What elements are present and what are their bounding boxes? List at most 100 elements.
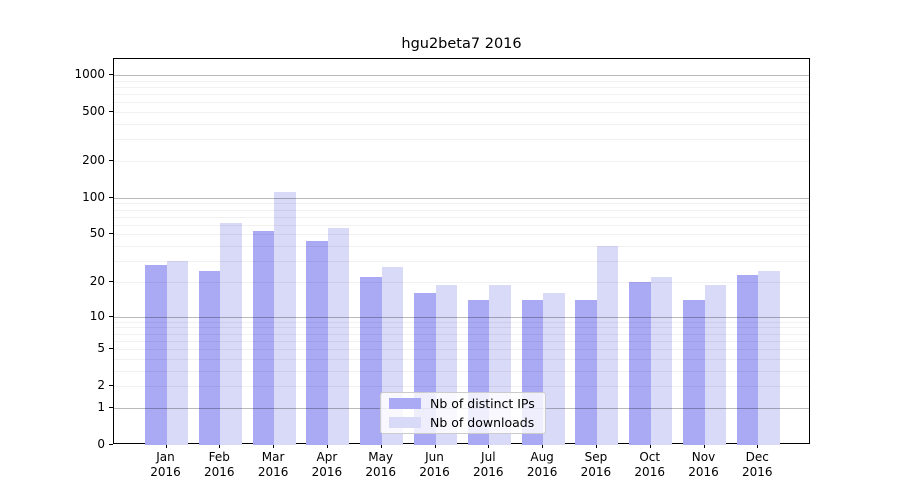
y-tick-label-50: 50 — [89, 226, 105, 241]
gridline-300 — [114, 139, 809, 141]
gridline-7 — [114, 333, 809, 335]
gridline-900 — [114, 80, 809, 82]
y-tick-50 — [109, 233, 113, 235]
bar-distinct-ips-sep — [575, 299, 597, 445]
bar-distinct-ips-jan — [145, 264, 167, 445]
gridline-60 — [114, 224, 809, 226]
gridline-90 — [114, 203, 809, 205]
gridline-100 — [114, 197, 809, 199]
y-tick-100 — [109, 196, 113, 198]
bar-downloads-aug — [543, 293, 565, 445]
bar-downloads-oct — [650, 277, 673, 445]
x-tick-label-aug: Aug 2016 — [526, 450, 558, 479]
y-tick-label-1000: 1000 — [74, 67, 105, 81]
legend-label-downloads: Nb of downloads — [430, 414, 535, 430]
x-tick-jun — [434, 444, 436, 448]
x-tick-nov — [703, 444, 705, 448]
y-tick-1000 — [109, 74, 113, 75]
x-tick-label-feb: Feb 2016 — [204, 450, 235, 479]
x-tick-label-jan: Jan 2016 — [150, 450, 181, 479]
y-tick-label-1: 1 — [97, 399, 105, 414]
y-tick-10 — [109, 315, 113, 317]
x-tick-may — [380, 444, 382, 448]
y-tick-label-0: 0 — [97, 437, 105, 451]
y-tick-1 — [109, 406, 113, 408]
x-tick-sep — [595, 444, 597, 448]
gridline-50 — [114, 234, 809, 236]
gridline-5 — [114, 349, 809, 351]
bar-downloads-dec — [758, 270, 780, 445]
bar-distinct-ips-mar — [252, 231, 275, 445]
bar-downloads-mar — [274, 191, 296, 445]
x-tick-label-may: May 2016 — [365, 450, 396, 479]
x-tick-jan — [165, 444, 167, 448]
x-tick-jul — [488, 444, 490, 448]
gridline-8 — [114, 327, 809, 329]
plot-area — [113, 58, 810, 445]
gridline-700 — [114, 94, 809, 96]
x-tick-label-mar: Mar 2016 — [257, 450, 289, 479]
legend-label-distinct-ips: Nb of distinct IPs — [430, 395, 535, 411]
x-tick-dec — [757, 444, 759, 448]
x-tick-apr — [326, 444, 328, 448]
gridline-800 — [114, 86, 809, 88]
x-tick-label-oct: Oct 2016 — [634, 450, 665, 479]
bar-distinct-ips-oct — [629, 281, 651, 445]
gridline-6 — [114, 340, 809, 342]
x-tick-label-jul: Jul 2016 — [473, 450, 504, 479]
gridline-600 — [114, 102, 809, 104]
x-tick-feb — [219, 444, 221, 448]
y-tick-label-100: 100 — [82, 189, 105, 204]
y-tick-label-5: 5 — [97, 341, 105, 356]
gridline-200 — [114, 160, 809, 162]
y-tick-label-20: 20 — [89, 273, 105, 288]
gridline-20 — [114, 281, 809, 283]
chart-title: hgu2beta7 2016 — [401, 36, 522, 52]
legend: Nb of distinct IPs Nb of downloads — [380, 392, 546, 434]
x-tick-aug — [542, 444, 544, 448]
legend-row-downloads: Nb of downloads — [389, 414, 537, 430]
gridline-2 — [114, 386, 809, 388]
x-tick-label-apr: Apr 2016 — [311, 450, 343, 479]
bar-downloads-feb — [220, 223, 242, 445]
bar-distinct-ips-apr — [306, 241, 328, 445]
gridline-500 — [114, 112, 809, 114]
bar-distinct-ips-may — [360, 277, 382, 445]
legend-row-distinct-ips: Nb of distinct IPs — [389, 395, 537, 411]
bar-downloads-nov — [704, 284, 726, 445]
gridline-70 — [114, 216, 809, 218]
gridline-9 — [114, 321, 809, 323]
bar-distinct-ips-feb — [198, 270, 221, 445]
y-tick-label-200: 200 — [82, 152, 105, 167]
y-tick-label-2: 2 — [97, 378, 105, 393]
gridline-80 — [114, 209, 809, 211]
y-tick-5 — [109, 348, 113, 350]
x-tick-label-nov: Nov 2016 — [688, 450, 719, 479]
y-tick-label-500: 500 — [82, 104, 105, 119]
x-tick-mar — [273, 444, 275, 448]
y-tick-0 — [109, 444, 113, 445]
y-tick-200 — [109, 159, 113, 161]
bar-downloads-apr — [327, 227, 350, 445]
legend-swatch-downloads — [389, 417, 421, 428]
x-tick-label-sep: Sep 2016 — [580, 450, 612, 479]
gridline-10 — [114, 316, 809, 318]
gridline-30 — [114, 261, 809, 263]
x-tick-oct — [649, 444, 651, 448]
legend-swatch-distinct-ips — [389, 398, 421, 409]
y-tick-label-10: 10 — [89, 308, 105, 323]
bar-distinct-ips-nov — [683, 299, 705, 445]
gridline-40 — [114, 246, 809, 248]
x-tick-label-dec: Dec 2016 — [742, 450, 773, 479]
gridline-400 — [114, 123, 809, 125]
bar-downloads-sep — [596, 246, 619, 445]
y-tick-2 — [109, 385, 113, 387]
bar-distinct-ips-dec — [736, 274, 759, 445]
y-tick-20 — [109, 280, 113, 282]
x-tick-label-jun: Jun 2016 — [419, 450, 450, 479]
gridline-1000 — [114, 75, 809, 76]
gridline-3 — [114, 370, 809, 372]
y-tick-500 — [109, 111, 113, 113]
gridline-4 — [114, 358, 809, 360]
